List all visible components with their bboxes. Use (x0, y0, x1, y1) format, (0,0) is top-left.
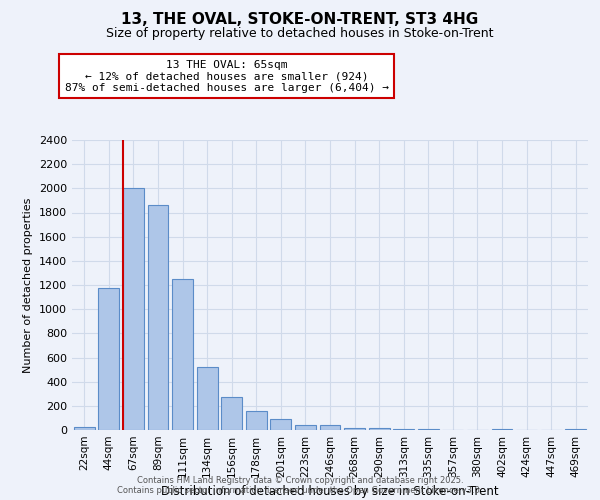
Bar (74, 427, 95, 430)
Bar (368, 428, 389, 430)
Text: Size of property relative to detached houses in Stoke-on-Trent: Size of property relative to detached ho… (106, 28, 494, 40)
Bar (148, 205, 169, 430)
Bar (123, 188, 144, 430)
Bar (491, 429, 512, 430)
Bar (393, 429, 414, 430)
Text: 13, THE OVAL, STOKE-ON-TRENT, ST3 4HG: 13, THE OVAL, STOKE-ON-TRENT, ST3 4HG (121, 12, 479, 28)
Bar (320, 424, 340, 430)
Bar (271, 418, 292, 430)
Text: Contains HM Land Registry data © Crown copyright and database right 2025.
Contai: Contains HM Land Registry data © Crown c… (118, 476, 482, 495)
Bar (221, 397, 242, 430)
X-axis label: Distribution of detached houses by size in Stoke-on-Trent: Distribution of detached houses by size … (161, 486, 499, 498)
Bar (246, 412, 267, 430)
Bar (98, 288, 119, 430)
Bar (295, 424, 316, 430)
Y-axis label: Number of detached properties: Number of detached properties (23, 198, 34, 372)
Bar (172, 279, 193, 430)
Text: 13 THE OVAL: 65sqm
← 12% of detached houses are smaller (924)
87% of semi-detach: 13 THE OVAL: 65sqm ← 12% of detached hou… (65, 60, 389, 93)
Bar (197, 367, 218, 430)
Bar (344, 428, 365, 430)
